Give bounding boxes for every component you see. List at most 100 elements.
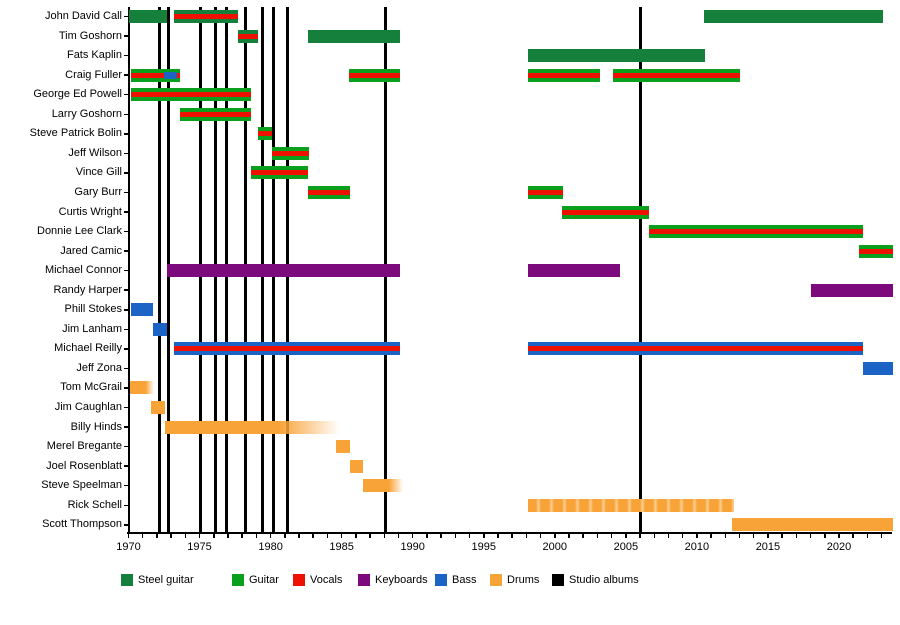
member-label: Jim Caughlan <box>54 401 122 413</box>
y-axis-row-tick <box>124 269 128 272</box>
x-axis-minor-tick <box>738 534 741 538</box>
y-axis-row-tick <box>124 152 128 155</box>
x-axis-minor-tick <box>326 534 329 538</box>
member-label: Jared Camic <box>60 244 122 257</box>
y-axis-row-tick <box>124 172 128 174</box>
y-axis-row-tick <box>124 426 128 428</box>
x-axis-minor-tick <box>483 534 485 538</box>
y-axis-row-tick <box>124 387 128 389</box>
timeline-bar <box>128 10 167 23</box>
member-label: Michael Reilly <box>54 342 122 355</box>
member-label: Steve Speelman <box>41 479 122 492</box>
y-axis-line <box>128 7 130 533</box>
x-axis-minor-tick <box>269 534 272 538</box>
x-axis-minor-tick <box>866 534 869 538</box>
member-label: Tom McGrail <box>60 381 122 394</box>
y-axis-row-tick <box>124 93 128 96</box>
y-axis-row-tick <box>124 406 128 409</box>
y-axis-row-tick <box>124 230 128 233</box>
x-axis-minor-tick <box>454 534 457 538</box>
y-axis-row-tick <box>124 133 128 135</box>
timeline-bar <box>527 68 601 82</box>
timeline-bar <box>350 459 363 473</box>
timeline-bar <box>348 68 400 82</box>
x-tick-label: 2000 <box>542 541 568 553</box>
y-axis-row-tick <box>124 15 128 18</box>
y-axis-row-tick <box>124 74 128 76</box>
member-label: Jeff Wilson <box>68 146 122 159</box>
timeline-bar <box>527 342 864 356</box>
y-axis-row-tick <box>124 54 128 57</box>
x-axis-minor-tick <box>468 534 471 538</box>
x-axis-minor-tick <box>426 534 428 538</box>
x-axis-minor-tick <box>497 534 499 538</box>
timeline-bar <box>166 264 400 278</box>
steel_guitar-legend-swatch <box>121 574 133 586</box>
studio_albums-legend-label: Studio albums <box>569 574 639 586</box>
x-tick-label: 2015 <box>755 541 781 553</box>
timeline-bar <box>527 264 621 278</box>
member-label: Tim Goshorn <box>58 29 122 42</box>
x-axis-minor-tick <box>696 534 698 538</box>
member-label: Michael Connor <box>44 264 122 277</box>
x-axis-minor-tick <box>568 534 570 538</box>
member-label: Randy Harper <box>53 283 122 296</box>
timeline-bar <box>613 68 740 82</box>
x-axis-minor-tick <box>610 534 613 538</box>
x-axis-minor-tick <box>539 534 542 538</box>
timeline-bar <box>272 146 309 160</box>
x-axis-minor-tick <box>369 534 371 538</box>
timeline-bar <box>165 420 341 434</box>
timeline-bar-overlay <box>164 71 177 79</box>
x-axis-minor-tick <box>141 534 144 538</box>
timeline-bar <box>527 185 564 199</box>
member-label: Vince Gill <box>75 166 122 179</box>
x-axis-minor-tick <box>213 534 215 538</box>
guitar-legend-label: Guitar <box>249 574 279 586</box>
timeline-bar <box>179 107 251 121</box>
timeline-bar <box>362 479 403 493</box>
keyboards-legend-swatch <box>358 574 370 586</box>
y-axis-row-tick <box>124 465 128 467</box>
y-axis-row-tick <box>124 191 128 194</box>
x-axis-minor-tick <box>284 534 286 538</box>
drums-legend-label: Drums <box>507 574 540 586</box>
x-tick-label: 1995 <box>471 541 496 553</box>
timeline-bar <box>335 440 351 454</box>
timeline-bar <box>131 88 251 102</box>
x-axis-minor-tick <box>781 534 783 538</box>
y-axis-row-tick <box>124 35 128 37</box>
y-axis-row-tick <box>124 524 128 526</box>
timeline-bar <box>173 342 400 356</box>
x-tick-label: 2020 <box>826 541 852 553</box>
x-axis-minor-tick <box>298 534 300 538</box>
member-label: Curtis Wright <box>58 205 122 218</box>
x-axis-minor-tick <box>397 534 400 538</box>
x-axis-minor-tick <box>795 534 798 538</box>
x-axis-minor-tick <box>411 534 414 538</box>
x-axis-line <box>127 532 892 534</box>
x-axis-minor-tick <box>156 534 158 538</box>
timeline-bar <box>704 10 884 23</box>
x-tick-label: 2010 <box>684 541 710 553</box>
member-label: Rick Schell <box>67 498 122 511</box>
studio-album-line <box>638 7 642 533</box>
timeline-bar <box>250 166 308 180</box>
x-axis-minor-tick <box>511 534 513 538</box>
guitar-legend-swatch <box>232 574 244 586</box>
timeline-bar <box>257 127 272 141</box>
member-label: John David Call <box>44 10 122 22</box>
member-label: Billy Hinds <box>70 420 122 433</box>
vocals-legend-label: Vocals <box>310 574 343 586</box>
x-axis-minor-tick <box>227 534 229 538</box>
member-label: Steve Patrick Bolin <box>29 127 122 140</box>
x-axis-minor-tick <box>184 534 187 538</box>
y-axis-row-tick <box>124 309 128 311</box>
member-label: Gary Burr <box>74 185 122 198</box>
timeline-bar <box>307 29 400 43</box>
x-axis-minor-tick <box>525 534 528 538</box>
member-label: Scott Thompson <box>42 518 122 531</box>
x-tick-label: 1985 <box>329 541 354 553</box>
